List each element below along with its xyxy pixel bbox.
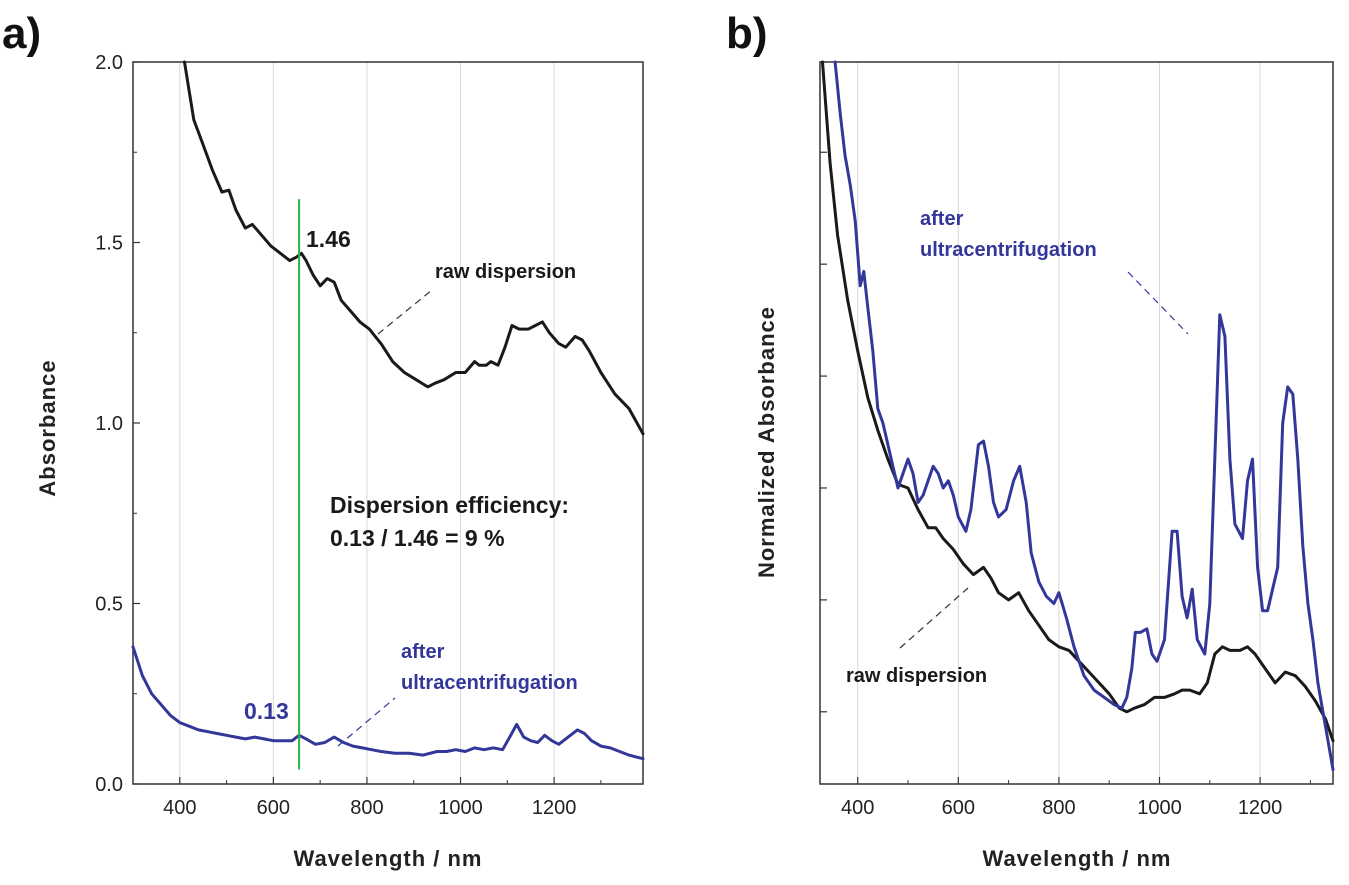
panel-b-gridlines [857,62,1261,784]
panel-b-raw-label: raw dispersion [846,665,987,687]
panel-b-frame [819,61,1334,785]
panel-b-series [821,60,1335,772]
x-tick-label: 800 [1042,797,1075,819]
panel-a-series [131,60,645,761]
panel-a-efficiency-line2: 0.13 / 1.46 = 9 % [330,525,505,551]
panel-b-y-ticks [820,151,827,713]
x-tick-label: 1000 [1137,797,1182,819]
panel-a-uc-label-line2: ultracentrifugation [401,672,578,694]
x-tick-label: 600 [257,797,290,819]
x-tick-label: 400 [163,797,196,819]
panel-a-raw-leader [377,289,433,335]
panel-b-label: b) [726,9,768,58]
panel-a-raw-value: 1.46 [306,226,351,252]
panel-b-y-axis-label: Normalized Absorbance [754,306,779,578]
panel-b-uc-label-line2: ultracentrifugation [920,239,1097,261]
panel-b: b) 400 600 800 1000 1200 Wavelength / nm Nor… [726,9,1335,871]
x-tick-label: 600 [942,797,975,819]
y-tick-label: 0.0 [95,774,123,796]
panel-a-label: a) [2,9,41,58]
y-tick-label: 2.0 [95,52,123,74]
x-tick-label: 1000 [438,797,483,819]
panel-a-x-axis-label: Wavelength / nm [294,846,483,871]
x-tick-label: 1200 [1238,797,1283,819]
x-tick-label: 1200 [532,797,577,819]
panel-a-y-ticks: 0.0 0.5 1.0 1.5 2.0 [95,52,140,796]
y-tick-label: 1.0 [95,413,123,435]
x-tick-label: 800 [350,797,383,819]
panel-a-y-axis-label: Absorbance [35,359,60,496]
series-line-after-ultracentrifugation [833,60,1335,772]
panel-a-uc-value: 0.13 [244,698,289,724]
panel-a-uc-label-line1: after [401,641,445,663]
panel-a-efficiency-line1: Dispersion efficiency: [330,492,569,518]
panel-a-gridlines [179,62,555,784]
panel-b-raw-leader [899,587,969,649]
series-line-after-ultracentrifugation [131,645,645,761]
panel-a: a) 0.0 0.5 1.0 1.5 2.0 400 600 800 1000 1200 Wav… [2,9,645,871]
panel-a-raw-label: raw dispersion [435,261,576,283]
series-line-raw-dispersion [821,60,1335,743]
y-tick-label: 0.5 [95,594,123,616]
panel-b-uc-label-line1: after [920,208,964,230]
series-line-raw-dispersion [183,60,645,436]
panel-a-uc-leader [337,697,396,747]
x-tick-label: 400 [841,797,874,819]
panel-b-uc-leader [1127,271,1189,335]
panel-b-x-ticks: 400 600 800 1000 1200 [841,777,1311,819]
y-tick-label: 1.5 [95,233,123,255]
panel-b-x-axis-label: Wavelength / nm [983,846,1172,871]
panel-a-x-ticks: 400 600 800 1000 1200 [132,777,602,819]
